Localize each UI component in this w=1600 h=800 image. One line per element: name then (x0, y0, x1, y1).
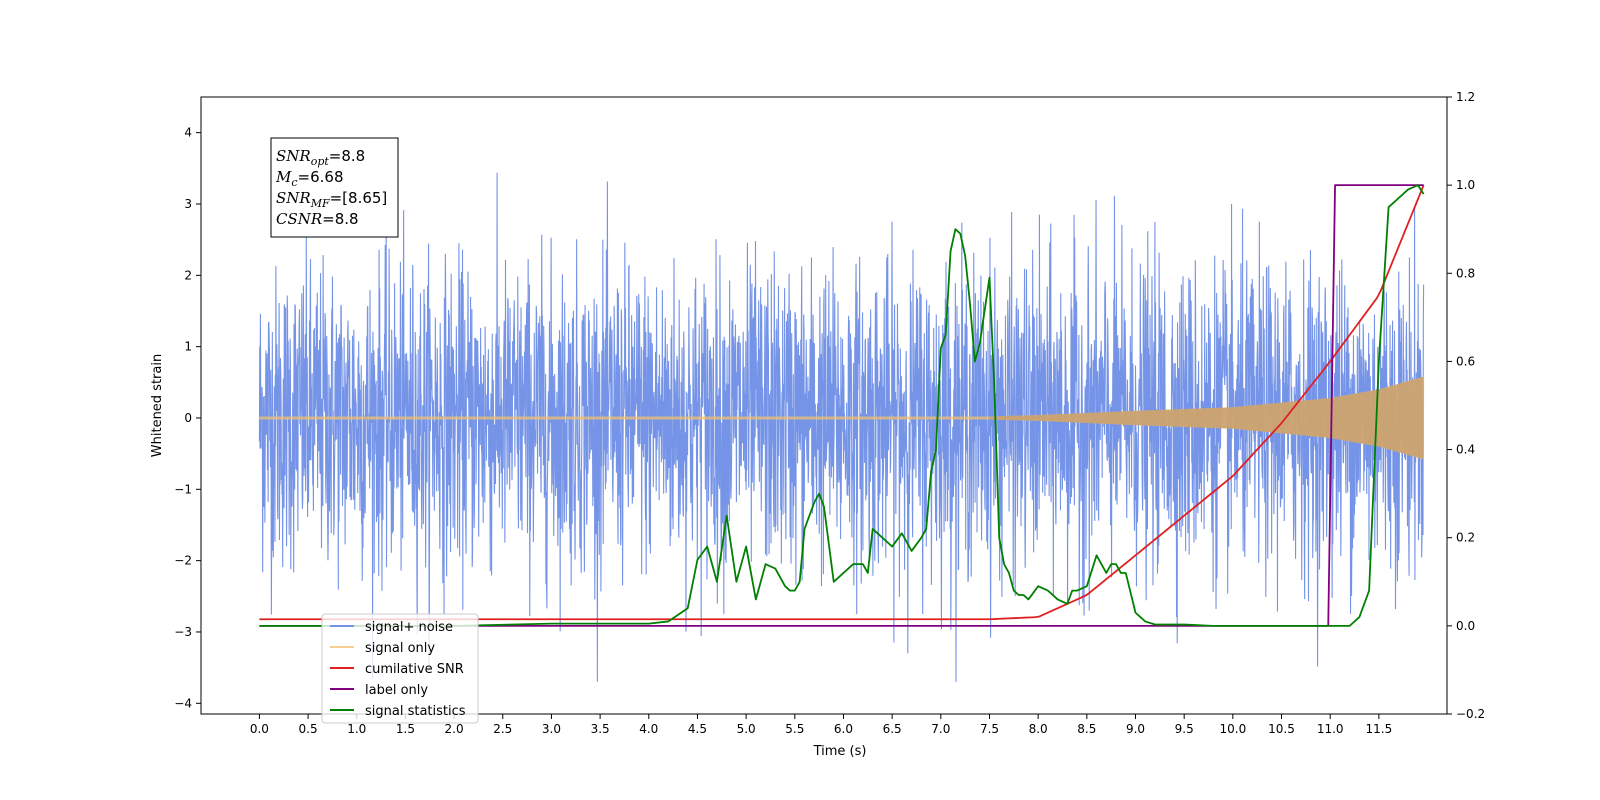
x-tick-label: 1.5 (396, 722, 415, 736)
annotation-box (270, 137, 399, 238)
series-signal-statistics (259, 184, 1425, 627)
legend-entry: signal+ noise (365, 620, 453, 635)
x-tick-label: 4.0 (639, 722, 658, 736)
plot-frame (200, 96, 1448, 715)
annotation-line: Mc=6.68 (275, 168, 344, 189)
x-tick-label: 5.5 (785, 722, 804, 736)
series-label-only (259, 184, 1424, 627)
y-tick-label: −3 (174, 625, 192, 639)
y-right-tick-label: 0.4 (1456, 443, 1475, 457)
x-tick-label: 9.0 (1126, 722, 1145, 736)
y-right-tick-label: 0.0 (1456, 619, 1475, 633)
x-tick-label: 10.5 (1268, 722, 1295, 736)
x-tick-label: 4.5 (688, 722, 707, 736)
x-tick-label: 8.5 (1077, 722, 1096, 736)
y-tick-label: 3 (184, 197, 192, 211)
x-tick-label: 11.0 (1317, 722, 1344, 736)
x-tick-label: 1.0 (347, 722, 366, 736)
y-axis-label: Whitened strain (150, 354, 165, 457)
x-axis-label: Time (s) (813, 744, 867, 759)
series-signal-only (258, 376, 1425, 460)
legend-entry: cumilative SNR (365, 662, 464, 677)
legend-entry: signal statistics (365, 704, 466, 719)
x-tick-label: 3.0 (542, 722, 561, 736)
y-tick-label: 0 (184, 411, 192, 425)
x-tick-label: 8.0 (1029, 722, 1048, 736)
y-right-tick-label: 0.8 (1456, 266, 1475, 280)
y-right-tick-label: 0.2 (1456, 531, 1475, 545)
y-tick-label: 4 (184, 126, 192, 140)
y-tick-label: −2 (174, 554, 192, 568)
x-tick-label: 3.5 (591, 722, 610, 736)
x-tick-label: 6.0 (834, 722, 853, 736)
x-tick-label: 2.0 (445, 722, 464, 736)
annotation-line: CSNR=8.8 (276, 210, 359, 228)
y-right-tick-label: 1.0 (1456, 178, 1475, 192)
x-tick-label: 5.0 (737, 722, 756, 736)
y-right-tick-label: 0.6 (1456, 354, 1475, 368)
x-tick-label: 6.5 (883, 722, 902, 736)
series-signal-plus-noise (258, 172, 1425, 682)
y-right-tick-label: 1.2 (1456, 90, 1475, 104)
annotation-line: SNRopt=8.8 (276, 147, 365, 168)
x-tick-label: 9.5 (1175, 722, 1194, 736)
x-tick-label: 7.5 (980, 722, 999, 736)
y-tick-label: −4 (174, 696, 192, 710)
y-tick-label: 1 (184, 340, 192, 354)
x-tick-label: 0.0 (250, 722, 269, 736)
x-tick-label: 11.5 (1366, 722, 1393, 736)
legend-entry: signal only (365, 641, 435, 656)
legend-box (321, 613, 479, 724)
x-tick-label: 10.0 (1219, 722, 1246, 736)
y-tick-label: 2 (184, 268, 192, 282)
x-tick-label: 0.5 (299, 722, 318, 736)
y-tick-label: −1 (174, 482, 192, 496)
y-right-tick-label: −0.2 (1456, 707, 1485, 721)
x-tick-label: 7.0 (931, 722, 950, 736)
annotation-line: SNRMF=[8.65] (276, 189, 387, 210)
legend-entry: label only (365, 683, 428, 698)
signal-only-envelope-fill (989, 376, 1424, 460)
x-tick-label: 2.5 (493, 722, 512, 736)
